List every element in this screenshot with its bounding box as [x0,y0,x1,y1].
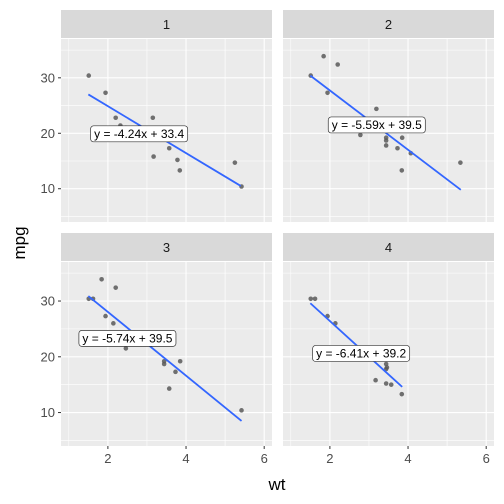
data-point [308,296,314,302]
equation-label-box [78,330,177,347]
equation-label: y = -6.41x + 39.2 [312,345,411,362]
x-tick-label: 4 [404,451,411,466]
panel-background [61,262,272,446]
data-point [399,391,405,397]
data-point [321,53,326,59]
equation-label-text: y = -4.24x + 33.4 [94,127,184,141]
data-point [383,143,389,148]
regression-line [309,302,403,388]
facet-panels: 1 10 20 30 y = -4.24x + 33.4 2 y = -5.59x + 39… [41,10,494,466]
data-point [113,115,119,121]
data-point [150,115,156,121]
data-point [151,154,156,159]
data-point [113,285,119,290]
facet-panel-1: 1 10 20 30 y = -4.24x + 33.4 [41,10,272,222]
regression-line [87,295,243,422]
data-point [173,369,178,375]
data-point [166,386,172,391]
data-point [103,313,108,319]
strip-title: 1 [163,17,170,32]
data-point [177,168,183,173]
x-tick-label: 2 [104,451,111,466]
strip-title: 4 [385,240,392,255]
data-point [161,358,167,364]
strip-background [61,10,272,38]
strip-background [283,10,494,38]
equation-label: y = -4.24x + 33.4 [90,125,189,143]
facet-panel-2: 2 y = -5.59x + 39.5 [283,10,494,222]
data-point [86,73,92,78]
data-point [358,132,363,138]
strip-background [283,233,494,261]
equation-label-text: y = -5.59x + 39.5 [332,118,422,132]
facet-panel-3: 3 10 20 30 2 4 6 y = -5.74x + 39.5 [41,233,272,466]
data-point [111,321,116,326]
data-point [399,168,405,173]
x-tick-label: 6 [261,451,268,466]
x-tick-label: 4 [182,451,189,466]
equation-label-box [90,125,189,143]
data-point [374,106,379,112]
equation-label-box [312,345,411,362]
facet-panel-4: 4 2 4 6 y = -6.41x + 39.2 [283,233,494,466]
data-point [103,90,108,96]
data-point [335,62,341,67]
equation-label-box [327,116,426,134]
data-point [166,145,172,151]
equation-label: y = -5.74x + 39.5 [78,330,177,347]
data-point [232,160,238,165]
data-point [383,135,389,141]
data-point [458,160,463,165]
x-tick-label: 2 [326,451,333,466]
equation-label: y = -5.59x + 39.5 [327,116,426,134]
data-point [312,296,318,302]
data-point [395,145,400,151]
strip-background [61,233,272,261]
strip-title: 2 [385,17,392,32]
data-point [177,358,183,364]
x-tick-label: 6 [483,451,490,466]
data-point [325,90,330,96]
data-point [175,157,180,163]
y-tick-label: 10 [41,181,55,196]
equation-label-text: y = -6.41x + 39.2 [316,347,406,361]
data-point [384,365,390,370]
y-tick-label: 20 [41,349,55,364]
data-point [388,382,394,387]
equation-label-text: y = -5.74x + 39.5 [82,332,172,346]
strip-title: 3 [163,240,170,255]
y-tick-label: 30 [41,70,55,85]
data-point [383,381,389,386]
data-point [239,408,244,413]
data-point [99,276,104,282]
y-axis-title: mpg [10,226,29,259]
y-tick-label: 10 [41,405,55,420]
y-tick-label: 30 [41,294,55,309]
data-point [373,377,378,383]
data-point [123,346,129,351]
x-axis-title: wt [268,475,286,494]
y-tick-label: 20 [41,126,55,141]
data-point [399,135,405,141]
